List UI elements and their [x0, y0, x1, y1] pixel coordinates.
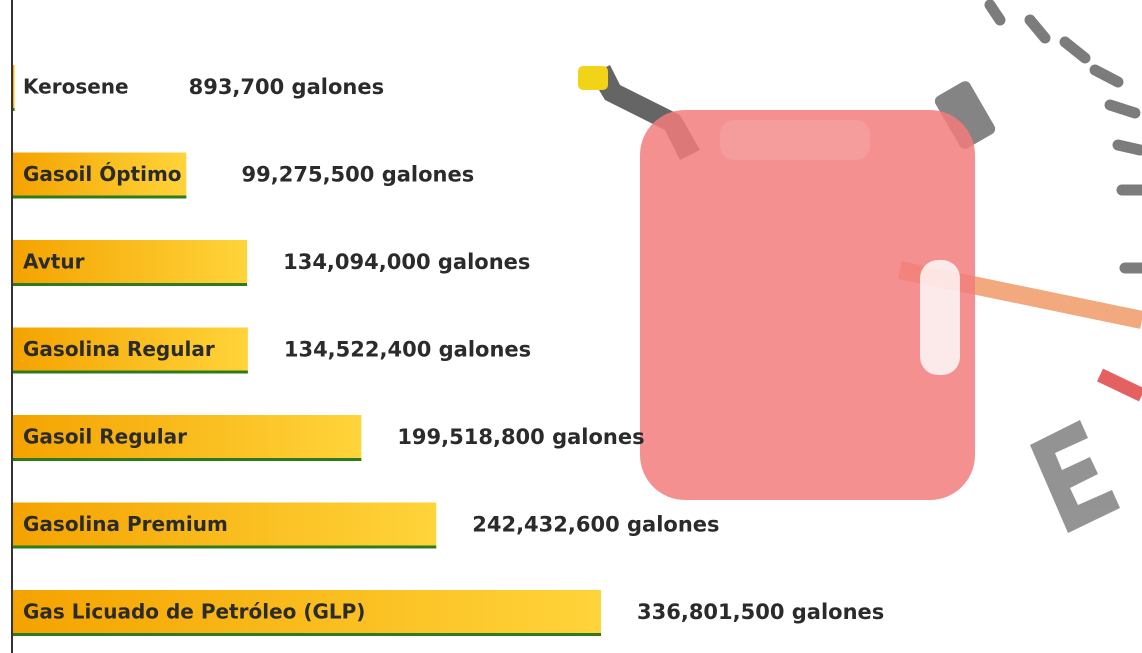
bar-underline	[13, 458, 361, 461]
chart: Kerosene 893,700 galones Gasoil Óptimo 99,2…	[0, 0, 1142, 653]
value-label: 893,700 galones	[189, 75, 384, 99]
bar-underline	[13, 196, 186, 199]
category-label: Gasolina Premium	[23, 512, 228, 536]
background-art	[578, 5, 1142, 533]
value-label: 242,432,600 galones	[472, 513, 719, 537]
category-label: Gasoil Óptimo	[23, 162, 182, 186]
bar-underline	[13, 546, 436, 549]
category-label: Gasolina Regular	[23, 337, 215, 361]
value-label: 99,275,500 galones	[242, 163, 475, 187]
bar-underline	[13, 633, 601, 636]
bar-underline	[13, 283, 247, 286]
bar-underline	[13, 371, 248, 374]
value-label: 199,518,800 galones	[397, 425, 644, 449]
category-label: Gas Licuado de Petróleo (GLP)	[23, 600, 365, 624]
category-label: Gasoil Regular	[23, 425, 187, 449]
page: Kerosene 893,700 galones Gasoil Óptimo 99,2…	[0, 0, 1142, 653]
bar-underline	[13, 108, 15, 111]
value-label: 134,094,000 galones	[283, 250, 530, 274]
category-label: Kerosene	[23, 75, 129, 99]
bar	[13, 65, 15, 111]
value-label: 336,801,500 galones	[637, 600, 884, 624]
category-label: Avtur	[23, 250, 85, 274]
value-label: 134,522,400 galones	[284, 338, 531, 362]
